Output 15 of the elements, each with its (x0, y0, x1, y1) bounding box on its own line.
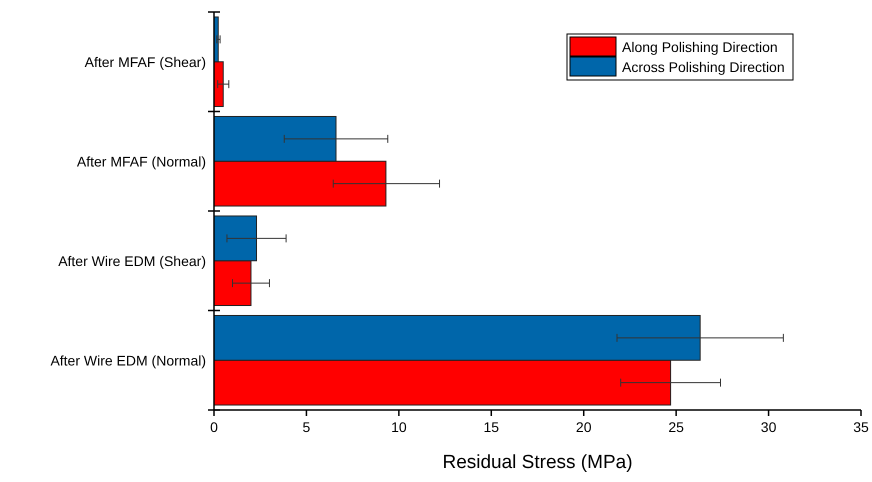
x-axis-title: Residual Stress (MPa) (442, 452, 633, 473)
legend-label: Across Polishing Direction (622, 59, 785, 75)
legend-label: Along Polishing Direction (622, 39, 778, 55)
x-tick-label: 25 (668, 419, 684, 435)
x-tick-label: 20 (576, 419, 592, 435)
y-tick-label: After Wire EDM (Shear) (58, 252, 206, 269)
x-tick-label: 0 (210, 419, 218, 435)
x-tick-label: 5 (302, 419, 311, 435)
x-tick-label: 30 (760, 419, 777, 435)
x-tick-label: 10 (391, 419, 407, 435)
x-tick-label: 35 (853, 419, 869, 435)
y-tick-label: After MFAF (Normal) (76, 153, 206, 170)
y-tick-label: After Wire EDM (Normal) (50, 352, 206, 368)
x-tick-label: 15 (483, 419, 500, 435)
y-tick-label: After MFAF (Shear) (84, 54, 206, 70)
